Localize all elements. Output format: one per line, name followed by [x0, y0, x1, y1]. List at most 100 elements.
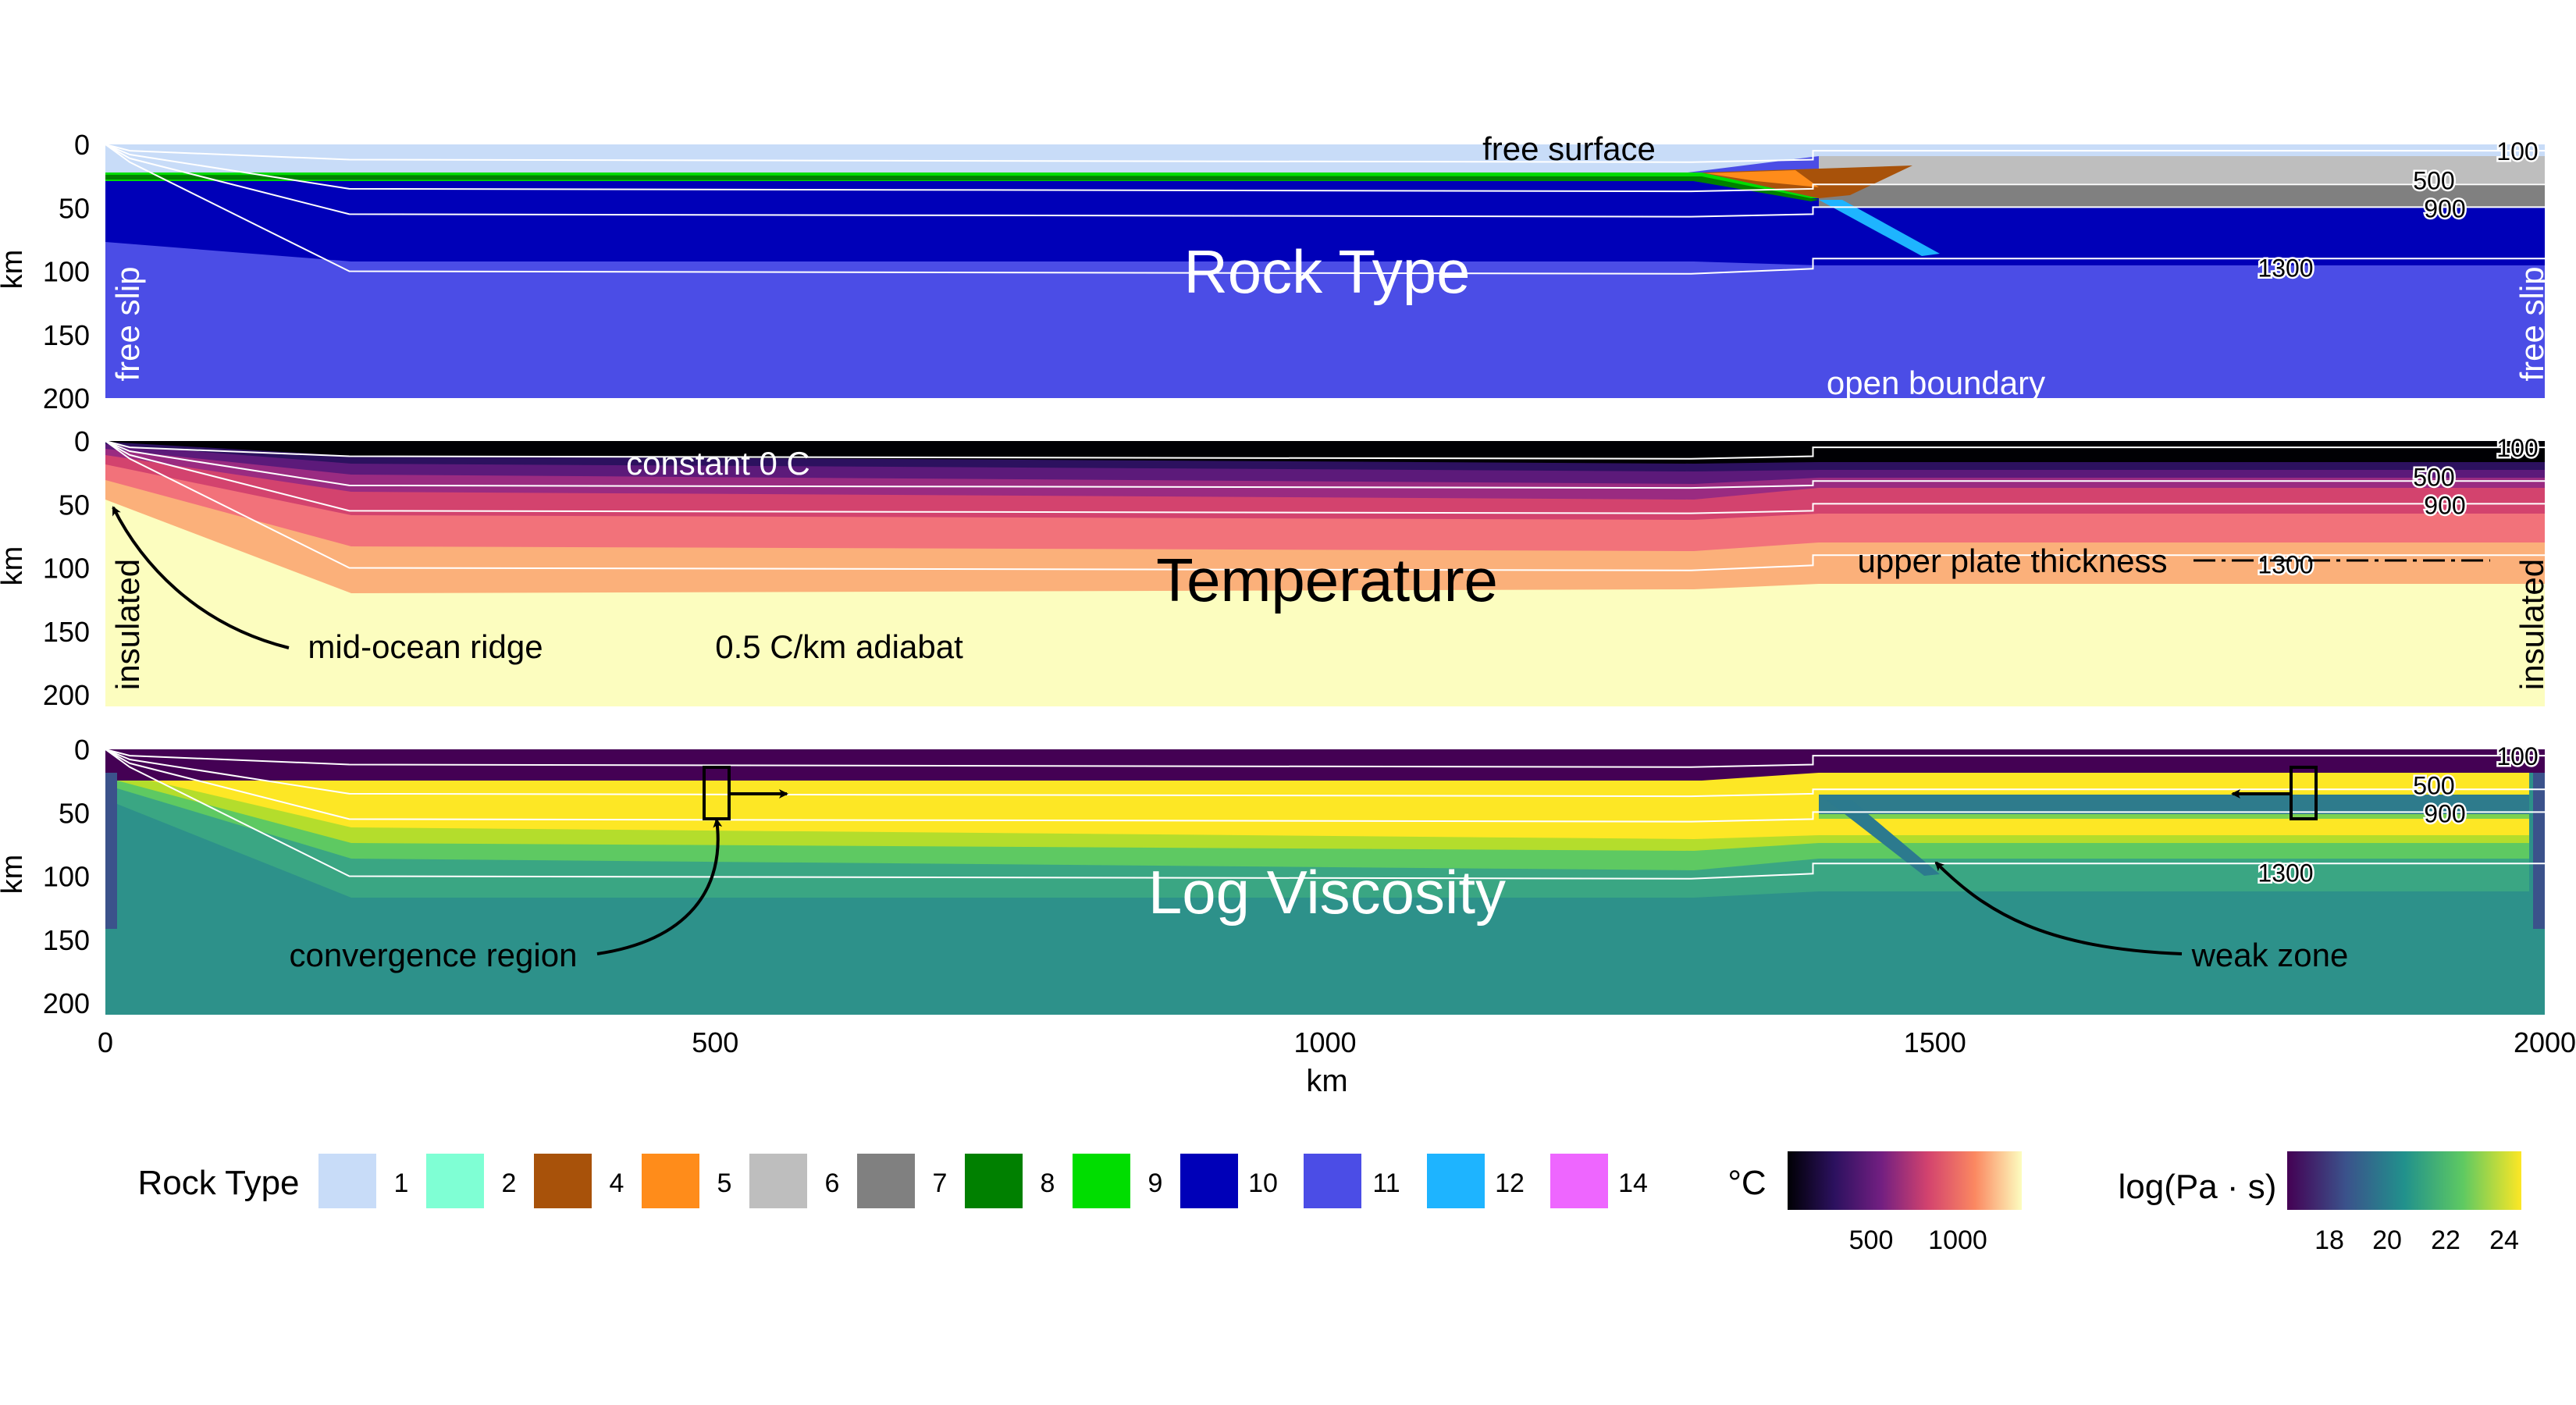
isotherm-label: 500 [2413, 167, 2454, 195]
y-tick-label: 100 [43, 256, 90, 288]
weak-zone-label: weak zone [2191, 937, 2349, 973]
upper-plate-thickness-label: upper plate thickness [1858, 542, 2168, 579]
rock-swatch-12 [1427, 1154, 1485, 1208]
y-axis-label: km [0, 855, 29, 895]
visc-tick-label: 22 [2431, 1225, 2460, 1255]
rock-swatch-label: 5 [717, 1168, 732, 1198]
visc-weak-zone [1827, 800, 1940, 876]
rock-swatch-label: 7 [933, 1168, 948, 1198]
y-tick-label: 0 [74, 734, 90, 766]
rock-swatch-label: 14 [1618, 1168, 1648, 1198]
rock-lower-crust [1819, 183, 2545, 207]
rock-swatch-label: 11 [1372, 1168, 1400, 1198]
visc-sticky-air [105, 749, 2545, 781]
temp-colorbar-ticks: 500 1000 [1849, 1225, 1987, 1255]
x-tick-label: 1500 [1904, 1026, 1966, 1058]
y-axis-label: km [0, 250, 29, 290]
isotherm-line [105, 440, 2545, 571]
rock-swatch-14 [1550, 1154, 1608, 1208]
temp-tick-label: 500 [1849, 1225, 1894, 1255]
isotherm-label: 500 [2413, 464, 2454, 492]
insulated-right-label: insulated [2514, 559, 2550, 690]
y-tick-label: 100 [43, 553, 90, 585]
isotherm-line [105, 749, 2545, 823]
isotherm-label: 900 [2424, 491, 2465, 519]
y-tick-label: 0 [74, 129, 90, 161]
isotherm-label: 100 [2496, 434, 2538, 462]
isotherm-label: 1300 [2258, 859, 2313, 887]
isotherm-lines [105, 144, 2545, 880]
y-tick-label: 50 [59, 797, 90, 829]
isotherm-line [105, 749, 2545, 880]
rock-swatch-label: 1 [394, 1168, 409, 1198]
visc-colorbar [2287, 1151, 2521, 1210]
rock-swatch-8 [965, 1154, 1023, 1208]
open-boundary-label: open boundary [1827, 365, 2045, 401]
isotherm-label: 1300 [2258, 254, 2313, 283]
rock-swatch-label: 10 [1248, 1168, 1278, 1198]
temp-colorbar [1788, 1151, 2022, 1210]
rock-swatch-label: 4 [610, 1168, 624, 1198]
convergence-region-label: convergence region [290, 937, 578, 973]
free-surface-label: free surface [1482, 130, 1656, 167]
visc-upper-plate-band [1819, 795, 2529, 814]
temp-legend-title: °C [1727, 1164, 1766, 1202]
x-axis-label: km [1306, 1064, 1347, 1098]
visc-tick-label: 20 [2372, 1225, 2402, 1255]
weak-zone-arrow [1934, 861, 2183, 955]
isotherm-line [105, 144, 2545, 163]
ridge-arrow [112, 506, 290, 649]
isotherm-line [105, 144, 2545, 193]
y-tick-label: 200 [43, 382, 90, 414]
rock-sediment-2 [1706, 170, 1819, 187]
rock-air [105, 144, 2545, 176]
viscosity-title: Log Viscosity [1148, 858, 1506, 927]
isotherm-label: 100 [2496, 137, 2538, 165]
rock-swatch-9 [1073, 1154, 1130, 1208]
x-tick-label: 2000 [2514, 1026, 2576, 1058]
temperature-title: Temperature [1156, 546, 1498, 614]
y-tick-label: 50 [59, 489, 90, 521]
isotherm-line [105, 440, 2545, 489]
free-slip-right-label: free slip [2514, 266, 2550, 381]
rock-swatch-label: 8 [1041, 1168, 1055, 1198]
isotherm-line [105, 144, 2545, 218]
y-tick-label: 200 [43, 987, 90, 1019]
rock-weak-zone [1819, 200, 1940, 256]
rock-swatch-7 [857, 1154, 915, 1208]
rock-swatch-5 [642, 1154, 699, 1208]
y-axis-label: km [0, 546, 29, 586]
insulated-left-label: insulated [109, 559, 146, 690]
rock-swatch-1 [318, 1154, 376, 1208]
constant-temp-label: constant 0 C [626, 445, 810, 482]
isotherm-label: 100 [2496, 742, 2538, 770]
isotherm-label: 900 [2424, 799, 2465, 827]
rock-swatch-label: 6 [825, 1168, 840, 1198]
y-tick-label: 100 [43, 861, 90, 893]
isotherm-label: 900 [2424, 194, 2465, 222]
visc-colorbar-ticks: 18 20 22 24 [2314, 1225, 2519, 1255]
y-tick-label: 150 [43, 319, 90, 351]
visc-legend-title: log(Pa · s) [2119, 1168, 2277, 1206]
x-axis: 0 500 1000 1500 2000 km [98, 1026, 2576, 1098]
isotherm-line [105, 749, 2545, 768]
free-slip-left-label: free slip [109, 266, 146, 381]
visc-tick-label: 24 [2489, 1225, 2519, 1255]
rock-type-swatches: 1 2 4 5 6 7 8 9 10 11 12 14 [318, 1154, 1648, 1208]
legend: Rock Type 1 2 4 5 6 7 8 9 10 11 12 14 °C 500 1000 lo… [137, 1151, 2521, 1255]
y-tick-label: 150 [43, 616, 90, 648]
isotherm-line [105, 144, 2545, 275]
isotherm-line [105, 440, 2545, 514]
isotherm-label: 500 [2413, 772, 2454, 800]
y-tick-label: 0 [74, 425, 90, 457]
temp-tick-label: 1000 [1928, 1225, 1987, 1255]
rock-swatch-label: 2 [502, 1168, 517, 1198]
rock-type-title: Rock Type [1183, 237, 1470, 306]
rock-legend-title: Rock Type [137, 1164, 299, 1202]
y-tick-label: 150 [43, 924, 90, 956]
rock-swatch-11 [1304, 1154, 1361, 1208]
y-tick-label: 200 [43, 679, 90, 711]
rock-swatch-label: 12 [1495, 1168, 1525, 1198]
adiabat-label: 0.5 C/km adiabat [715, 628, 963, 665]
